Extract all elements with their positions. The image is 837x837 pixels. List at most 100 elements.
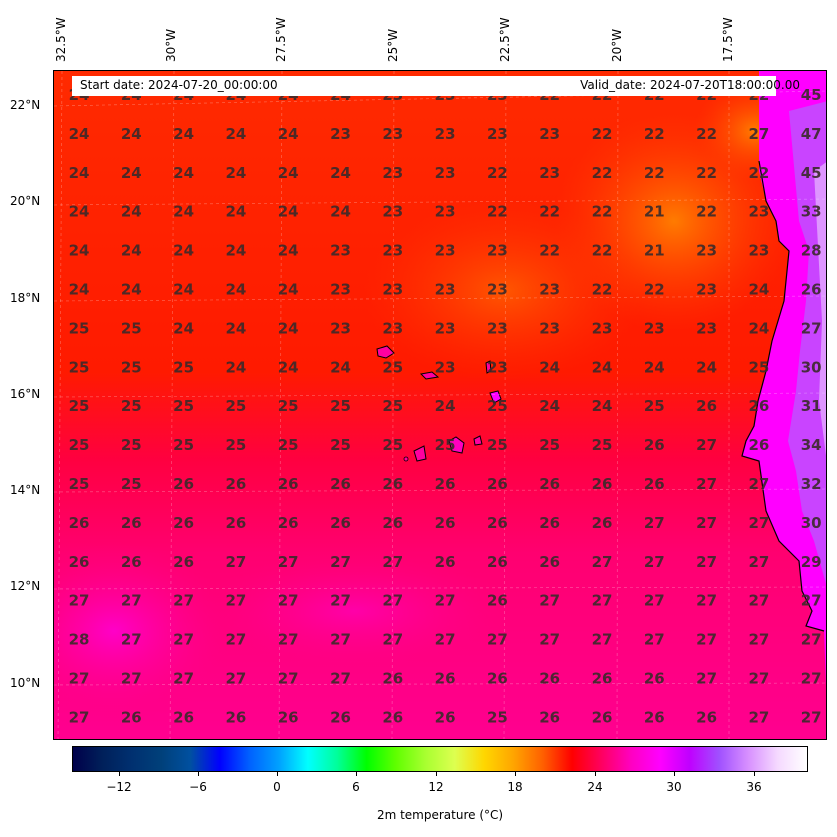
- temperature-value: 25: [173, 358, 194, 376]
- temperature-value: 27: [225, 553, 246, 571]
- temperature-value: 24: [225, 319, 246, 337]
- temperature-value: 25: [278, 397, 299, 415]
- temperature-value: 27: [592, 592, 613, 610]
- temperature-value: 26: [330, 475, 351, 493]
- temperature-value: 26: [539, 670, 560, 688]
- temperature-value: 23: [487, 358, 508, 376]
- temperature-value: 26: [748, 436, 769, 454]
- temperature-value: 26: [592, 708, 613, 726]
- temperature-value: 24: [539, 397, 560, 415]
- map-canvas: 24 24 24 24 24 24 23 23 23 22 22 22 22 22 45 24 24 24 24 24…: [54, 71, 826, 739]
- temperature-value: 27: [382, 553, 403, 571]
- temperature-value: 25: [121, 436, 142, 454]
- temperature-value: 27: [748, 125, 769, 143]
- colorbar-tickmark: [436, 772, 437, 776]
- temperature-value: 24: [225, 164, 246, 182]
- lon-tick-label: 20°W: [610, 28, 624, 62]
- colorbar-tickmark: [277, 772, 278, 776]
- temperature-value: 29: [801, 553, 822, 571]
- lat-tick-label: 20°N: [10, 194, 41, 208]
- temperature-value: 45: [801, 164, 822, 182]
- temperature-value: 27: [121, 631, 142, 649]
- temperature-value: 24: [330, 164, 351, 182]
- colorbar-label: 2m temperature (°C): [376, 808, 504, 822]
- africa-interior: [814, 162, 826, 456]
- temperature-value: 23: [435, 319, 456, 337]
- temperature-value: 24: [69, 125, 90, 143]
- temperature-value: 23: [435, 125, 456, 143]
- temperature-value: 26: [382, 475, 403, 493]
- temperature-value: 30: [801, 514, 822, 532]
- colorbar-tick-label: 0: [273, 780, 281, 794]
- temperature-value: 25: [435, 436, 456, 454]
- temperature-value: 24: [278, 281, 299, 299]
- temperature-value: 23: [330, 319, 351, 337]
- temperature-value: 26: [487, 592, 508, 610]
- temperature-value: 27: [69, 670, 90, 688]
- temperature-value: 24: [278, 242, 299, 260]
- graticule: [54, 71, 826, 739]
- temperature-value: 24: [592, 358, 613, 376]
- temperature-value: 25: [382, 358, 403, 376]
- temperature-value: 27: [644, 631, 665, 649]
- temperature-value: 24: [435, 397, 456, 415]
- temperature-value: 25: [487, 436, 508, 454]
- temperature-value: 27: [696, 553, 717, 571]
- colorbar-tick-label: 24: [587, 780, 603, 794]
- temperature-value: 26: [382, 708, 403, 726]
- temperature-value: 27: [382, 631, 403, 649]
- lat-tick-label: 10°N: [10, 676, 41, 690]
- temperature-value: 26: [69, 553, 90, 571]
- temperature-value: 23: [435, 358, 456, 376]
- lat-tick-label: 16°N: [10, 387, 41, 401]
- temperature-value: 25: [69, 358, 90, 376]
- temperature-value: 21: [644, 242, 665, 260]
- temperature-value: 27: [121, 670, 142, 688]
- temperature-value: 27: [69, 592, 90, 610]
- temperature-value: 24: [173, 125, 194, 143]
- temperature-value: 26: [225, 708, 246, 726]
- temperature-value: 23: [382, 164, 403, 182]
- temperature-value: 26: [644, 475, 665, 493]
- temperature-value: 33: [801, 203, 822, 221]
- temperature-value: 22: [539, 203, 560, 221]
- temperature-value: 25: [225, 436, 246, 454]
- temperature-value: 27: [121, 592, 142, 610]
- temperature-value: 26: [539, 553, 560, 571]
- temperature-value: 27: [330, 631, 351, 649]
- temperature-value: 26: [592, 514, 613, 532]
- temperature-value: 24: [225, 203, 246, 221]
- colorbar-tickmark: [515, 772, 516, 776]
- temperature-value: 27: [748, 592, 769, 610]
- temperature-value: 22: [592, 203, 613, 221]
- temperature-value: 27: [173, 670, 194, 688]
- colorbar-tick-label: 18: [507, 780, 523, 794]
- temperature-value: 27: [69, 708, 90, 726]
- colorbar-tickmark: [674, 772, 675, 776]
- temperature-value: 27: [225, 670, 246, 688]
- temperature-value: 22: [487, 164, 508, 182]
- header-box: [72, 76, 776, 96]
- temperature-value: 27: [330, 670, 351, 688]
- island: [485, 360, 492, 374]
- lon-tick-label: 22.5°W: [498, 17, 512, 62]
- temperature-value: 27: [173, 631, 194, 649]
- temperature-value: 45: [801, 86, 822, 104]
- temperature-value: 26: [539, 475, 560, 493]
- temperature-value: 27: [278, 670, 299, 688]
- temperature-value: 23: [539, 125, 560, 143]
- temperature-value: 22: [644, 164, 665, 182]
- temperature-value: 24: [330, 203, 351, 221]
- island: [473, 435, 483, 446]
- temperature-value: 26: [278, 514, 299, 532]
- temperature-value: 27: [801, 670, 822, 688]
- lon-tick-label: 25°W: [386, 28, 400, 62]
- temperature-value: 23: [382, 125, 403, 143]
- temperature-value: 27: [696, 475, 717, 493]
- temperature-value: 25: [69, 475, 90, 493]
- temperature-value: 26: [173, 708, 194, 726]
- lat-tick-label: 12°N: [10, 579, 41, 593]
- temperature-value: 26: [696, 397, 717, 415]
- temperature-value: 24: [644, 358, 665, 376]
- temperature-value: 23: [382, 281, 403, 299]
